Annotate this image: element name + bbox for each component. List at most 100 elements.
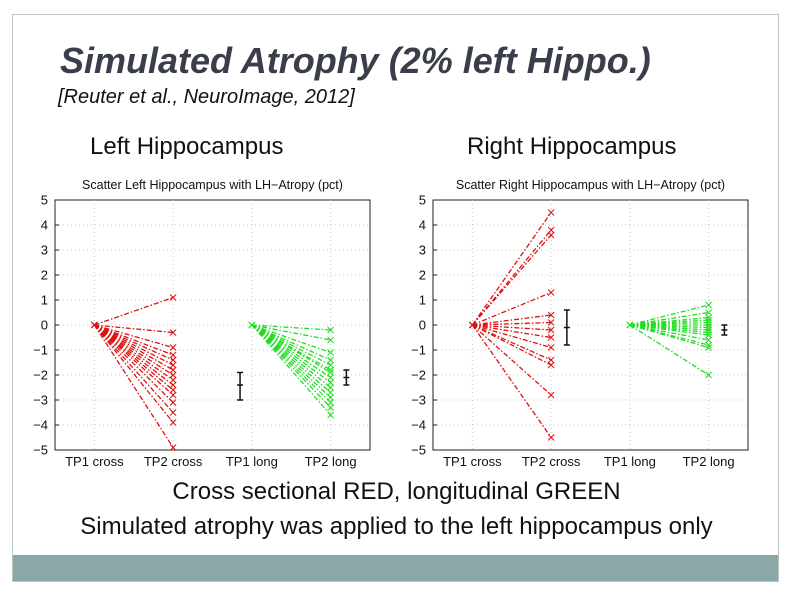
- left-panel-heading: Left Hippocampus: [90, 133, 284, 160]
- x-tick-label: TP2 long: [683, 454, 735, 469]
- data-point-marker: [169, 386, 177, 394]
- chart-title: Scatter Right Hippocampus with LH−Atropy…: [456, 178, 725, 192]
- data-point-marker: [705, 331, 712, 339]
- series-line: [472, 314, 552, 326]
- series-line: [251, 324, 332, 393]
- data-point-marker: [169, 419, 177, 426]
- data-point-marker: [327, 356, 334, 364]
- data-point-marker: [327, 411, 334, 419]
- data-point-marker: [547, 319, 555, 326]
- data-point-marker: [169, 444, 177, 451]
- start-point-marker: [469, 321, 476, 329]
- y-tick-label: 5: [419, 193, 426, 208]
- data-point-marker: [169, 371, 177, 379]
- series-line: [94, 296, 174, 326]
- x-tick-label: TP2 cross: [522, 454, 581, 469]
- data-point-marker: [705, 336, 712, 344]
- x-tick-label: TP1 long: [226, 454, 278, 469]
- y-tick-label: 3: [41, 243, 48, 258]
- y-tick-label: −3: [411, 393, 426, 408]
- data-point-marker: [327, 394, 334, 401]
- series-line: [629, 304, 709, 326]
- series-line: [94, 324, 174, 334]
- data-point-marker: [327, 399, 334, 406]
- start-point-marker: [248, 321, 256, 329]
- slide-title: Simulated Atrophy (2% left Hippo.): [60, 40, 651, 81]
- series-line: [94, 324, 174, 376]
- y-tick-label: 1: [419, 293, 426, 308]
- series-line: [629, 324, 709, 349]
- y-tick-label: 0: [419, 318, 426, 333]
- caption-line-1: Cross sectional RED, longitudinal GREEN: [172, 478, 621, 505]
- series-line: [93, 324, 174, 396]
- y-tick-label: −1: [33, 343, 48, 358]
- slide-citation: [Reuter et al., NeuroImage, 2012]: [58, 86, 355, 108]
- data-point-marker: [327, 361, 334, 369]
- y-tick-label: 0: [41, 318, 48, 333]
- y-tick-label: 4: [41, 218, 48, 233]
- y-tick-label: 5: [41, 193, 48, 208]
- x-tick-label: TP2 long: [305, 454, 357, 469]
- series-line: [471, 324, 552, 438]
- y-tick-label: −2: [33, 368, 48, 383]
- data-point-marker: [169, 294, 177, 301]
- data-point-marker: [327, 366, 334, 374]
- data-point-marker: [547, 326, 555, 334]
- y-tick-label: 1: [41, 293, 48, 308]
- data-point-marker: [705, 301, 712, 309]
- data-point-marker: [169, 329, 177, 336]
- data-point-marker: [169, 366, 177, 374]
- data-point-marker: [547, 311, 555, 319]
- series-line: [471, 324, 552, 396]
- series-line: [251, 324, 332, 416]
- data-point-marker: [169, 391, 177, 399]
- y-tick-label: −5: [33, 443, 48, 458]
- data-point-marker: [169, 399, 177, 406]
- footer-bar: [13, 555, 778, 581]
- series-line: [251, 324, 332, 384]
- data-point-marker: [327, 336, 334, 344]
- data-point-marker: [547, 209, 555, 216]
- caption-line-2: Simulated atrophy was applied to the lef…: [80, 513, 713, 540]
- series-line: [251, 324, 331, 374]
- x-tick-label: TP2 cross: [144, 454, 203, 469]
- series-line: [251, 324, 332, 408]
- series-line: [93, 324, 174, 386]
- data-point-marker: [327, 349, 334, 356]
- data-point-marker: [169, 351, 177, 359]
- series-line: [93, 324, 174, 403]
- data-point-marker: [547, 356, 555, 364]
- data-point-marker: [169, 376, 177, 384]
- data-point-marker: [547, 391, 555, 399]
- data-point-marker: [169, 361, 177, 369]
- y-tick-label: 2: [41, 268, 48, 283]
- series-line: [472, 324, 552, 339]
- data-point-marker: [547, 231, 555, 239]
- data-point-marker: [705, 341, 712, 349]
- y-tick-label: 3: [419, 243, 426, 258]
- series-line: [471, 234, 552, 326]
- series-line: [93, 324, 174, 391]
- series-line: [251, 324, 331, 354]
- series-line: [251, 324, 331, 331]
- series-line: [251, 324, 332, 389]
- data-point-marker: [327, 404, 334, 411]
- series-line: [94, 324, 174, 371]
- series-line: [472, 291, 552, 326]
- series-line: [251, 324, 332, 398]
- data-point-marker: [169, 409, 177, 416]
- y-tick-label: −1: [411, 343, 426, 358]
- series-line: [251, 324, 331, 341]
- series-line: [471, 229, 552, 326]
- y-tick-label: −5: [411, 443, 426, 458]
- data-point-marker: [547, 289, 555, 296]
- y-tick-label: −3: [33, 393, 48, 408]
- data-point-marker: [327, 389, 334, 396]
- slide-frame: [12, 14, 779, 582]
- data-point-marker: [327, 326, 334, 334]
- right-panel-heading: Right Hippocampus: [467, 133, 677, 160]
- series-line: [93, 324, 174, 448]
- data-point-marker: [169, 381, 177, 389]
- right-hippocampus-chart: Scatter Right Hippocampus with LH−Atropy…: [411, 178, 749, 469]
- series-line: [472, 321, 552, 326]
